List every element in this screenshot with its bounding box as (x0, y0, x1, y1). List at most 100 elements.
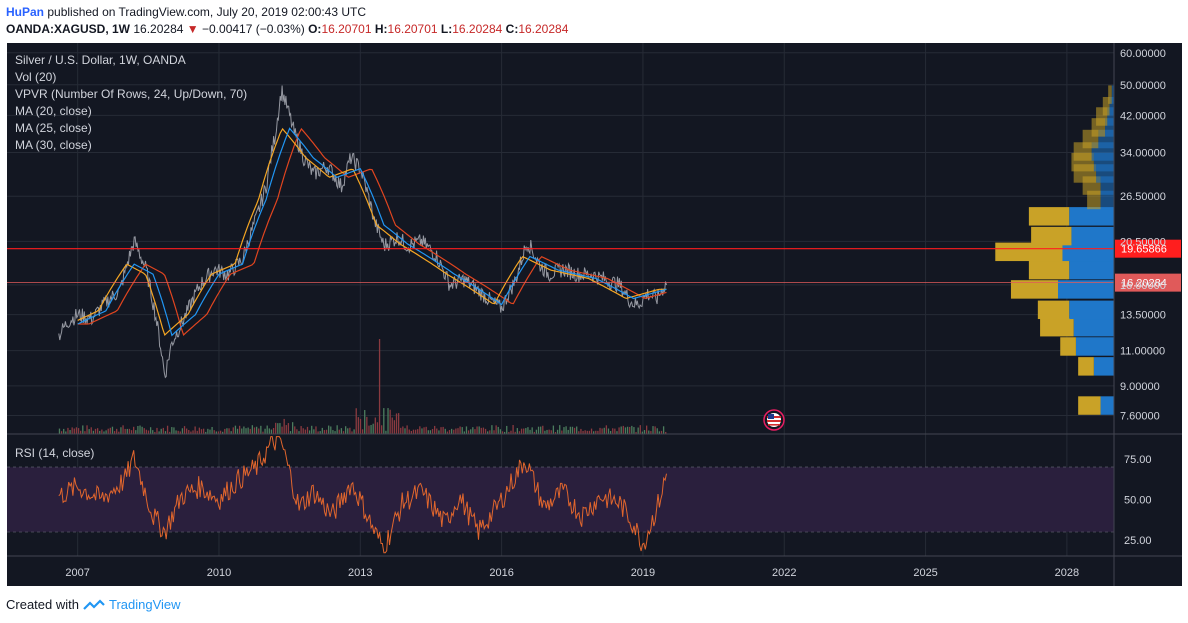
volume-bar (164, 431, 167, 434)
rsi-tick-label: 50.00 (1124, 495, 1152, 507)
volume-bar (330, 426, 332, 434)
volume-bar (215, 431, 217, 434)
volume-bar (63, 428, 65, 434)
volume-bar (446, 431, 449, 434)
volume-bar (393, 420, 396, 434)
vpvr-down-bar (1028, 260, 1070, 280)
vpvr-up-bar (1069, 207, 1114, 226)
volume-bar (128, 428, 131, 434)
volume-bar (537, 426, 540, 434)
volume-bar (122, 425, 124, 434)
volume-bar (152, 430, 154, 434)
volume-bar (463, 431, 465, 434)
volume-bar (665, 431, 667, 434)
vpvr-down-bar (1060, 337, 1076, 356)
volume-bar (145, 429, 148, 434)
volume-bar (650, 431, 652, 434)
volume-bar (230, 431, 232, 434)
volume-bar (381, 425, 383, 434)
volume-bar (609, 430, 612, 434)
legend-vpvr[interactable]: VPVR (Number Of Rows, 24, Up/Down, 70) (15, 87, 247, 101)
volume-bar (495, 425, 497, 434)
volume-bar (213, 430, 215, 434)
price-layer (58, 85, 667, 379)
volume-bar (224, 428, 226, 434)
y-tick-label: 20.50000 (1120, 236, 1166, 248)
symbol-label: OANDA:XAGUSD, 1W (6, 22, 131, 36)
volume-bar (590, 428, 593, 434)
volume-bar (222, 431, 224, 434)
chart-container[interactable]: 19.65866 16.20284 60.00000 50.00000 42.0000… (7, 43, 1182, 586)
volume-bar (654, 426, 656, 434)
volume-bar (342, 431, 345, 434)
volume-bar (287, 423, 290, 434)
volume-bar (71, 427, 73, 434)
volume-bar (588, 430, 591, 434)
volume-bar (99, 430, 101, 434)
tradingview-link[interactable]: TradingView (108, 597, 181, 612)
footer: Created with TradingView (6, 597, 181, 612)
volume-bar (571, 426, 574, 434)
volume-bar (406, 425, 408, 434)
x-tick-label: 2010 (207, 567, 231, 579)
volume-bar (149, 427, 152, 434)
volume-bar (414, 429, 417, 434)
volume-bar (300, 426, 302, 434)
volume-bar (599, 427, 601, 434)
volume-bar (620, 426, 622, 434)
volume-bar (550, 430, 552, 434)
last-price: 16.20284 (133, 22, 184, 36)
volume-bar (423, 427, 425, 434)
vpvr-up-bar (1111, 85, 1114, 104)
price-tag-label: 19.65866 (1121, 244, 1167, 256)
volume-bar (281, 426, 283, 434)
volume-bar (179, 431, 181, 434)
volume-bar (75, 427, 78, 434)
volume-bar (90, 427, 92, 434)
volume-bar (359, 418, 362, 434)
volume-bar (584, 430, 586, 434)
volume-bar (499, 429, 502, 434)
volume-bar (60, 431, 63, 434)
volume-bar (487, 431, 489, 434)
legend-ma25[interactable]: MA (25, close) (15, 121, 92, 135)
vpvr-down-bar (1087, 190, 1101, 210)
volume-bar (260, 425, 262, 434)
us-flag-icon[interactable] (763, 409, 785, 431)
volume-bar (58, 428, 61, 434)
volume-bar (512, 425, 514, 434)
x-tick-label: 2025 (913, 567, 937, 579)
volume-bar (173, 427, 175, 434)
volume-bar (69, 430, 71, 434)
y-tick-label: 9.00000 (1120, 381, 1160, 393)
legend-ma30[interactable]: MA (30, close) (15, 138, 92, 152)
volume-bar (544, 430, 546, 434)
volume-bar (80, 430, 82, 434)
volume-bar (205, 431, 207, 434)
volume-bar (338, 429, 340, 434)
volume-bar (501, 431, 504, 434)
y-tick-label: 60.00000 (1120, 48, 1166, 60)
volume-bar (323, 430, 326, 434)
legend-vol[interactable]: Vol (20) (15, 70, 56, 84)
volume-bar (67, 427, 69, 434)
vpvr-layer (995, 85, 1114, 415)
volume-bar (188, 430, 190, 434)
volume-bar (450, 428, 453, 434)
volume-bar (408, 429, 410, 434)
author-link[interactable]: HuPan (6, 5, 45, 19)
ma20-line (77, 127, 667, 337)
vpvr-up-bar (1100, 396, 1114, 415)
volume-bar (561, 430, 563, 434)
legend-rsi[interactable]: RSI (14, close) (15, 446, 94, 460)
volume-bar (351, 431, 353, 434)
volume-bar (355, 408, 357, 434)
volume-bar (332, 430, 334, 434)
volume-bar (124, 428, 126, 434)
vpvr-down-bar (1028, 207, 1070, 226)
volume-bar (364, 410, 366, 434)
volume-bar (476, 426, 478, 434)
chart-canvas[interactable]: 19.65866 16.20284 60.00000 50.00000 42.0000… (7, 43, 1182, 586)
legend-ma20[interactable]: MA (20, close) (15, 104, 92, 118)
volume-bar (370, 424, 372, 434)
